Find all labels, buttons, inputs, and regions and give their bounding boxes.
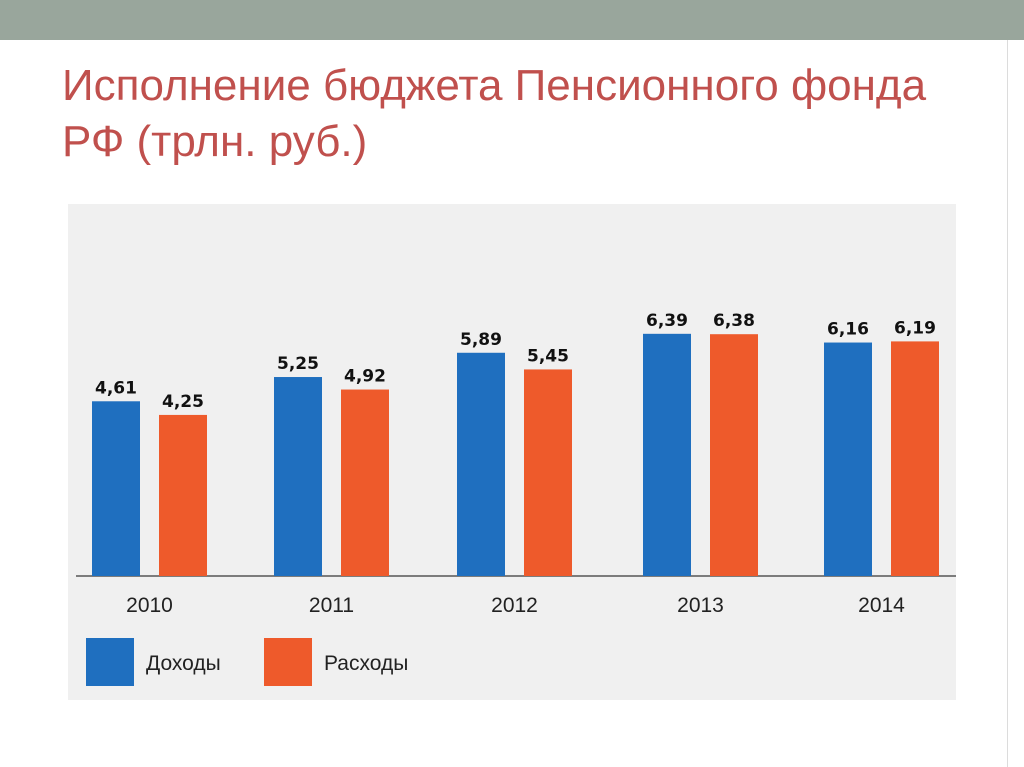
- expense-bar-2012: [524, 369, 572, 576]
- expense-value-label-2010: 4,25: [162, 392, 204, 412]
- income-bar-2012: [457, 352, 505, 576]
- income-bar-2013: [643, 333, 691, 576]
- year-label-2013: 2013: [677, 594, 724, 617]
- legend-income-swatch: [86, 638, 134, 686]
- income-bar-2011: [274, 377, 322, 576]
- income-bar-2014: [824, 342, 872, 576]
- income-value-label-2011: 5,25: [277, 354, 319, 374]
- income-value-label-2014: 6,16: [827, 320, 869, 340]
- year-label-2010: 2010: [126, 594, 173, 617]
- income-bar-2010: [92, 401, 140, 576]
- expense-value-label-2011: 4,92: [344, 367, 386, 387]
- top-accent-band: [0, 0, 1024, 40]
- slide-title: Исполнение бюджета Пенсионного фонда РФ …: [62, 61, 927, 166]
- legend-expense-label: Расходы: [324, 652, 408, 675]
- income-value-label-2013: 6,39: [646, 311, 688, 331]
- expense-bar-2014: [891, 341, 939, 576]
- income-value-label-2010: 4,61: [95, 378, 137, 398]
- year-label-2012: 2012: [491, 594, 538, 617]
- expense-bar-2011: [341, 389, 389, 576]
- legend-income-label: Доходы: [146, 652, 221, 675]
- expense-value-label-2013: 6,38: [713, 311, 755, 331]
- expense-value-label-2014: 6,19: [894, 318, 936, 338]
- legend-expense-swatch: [264, 638, 312, 686]
- expense-value-label-2012: 5,45: [527, 346, 569, 366]
- year-label-2011: 2011: [309, 594, 354, 617]
- expense-bar-2010: [159, 414, 207, 576]
- chart-panel: 4,61 5,25 5,89 6,39 6,16 4,25 4,92 5,45 6,38 6,19…: [68, 204, 956, 700]
- bar-chart: 4,61 5,25 5,89 6,39 6,16 4,25 4,92 5,45 6,38 6,19…: [76, 311, 956, 686]
- expense-bar-2013: [710, 334, 758, 576]
- slide-right-edge: [1007, 40, 1024, 767]
- income-value-label-2012: 5,89: [460, 330, 502, 350]
- year-label-2014: 2014: [858, 594, 905, 617]
